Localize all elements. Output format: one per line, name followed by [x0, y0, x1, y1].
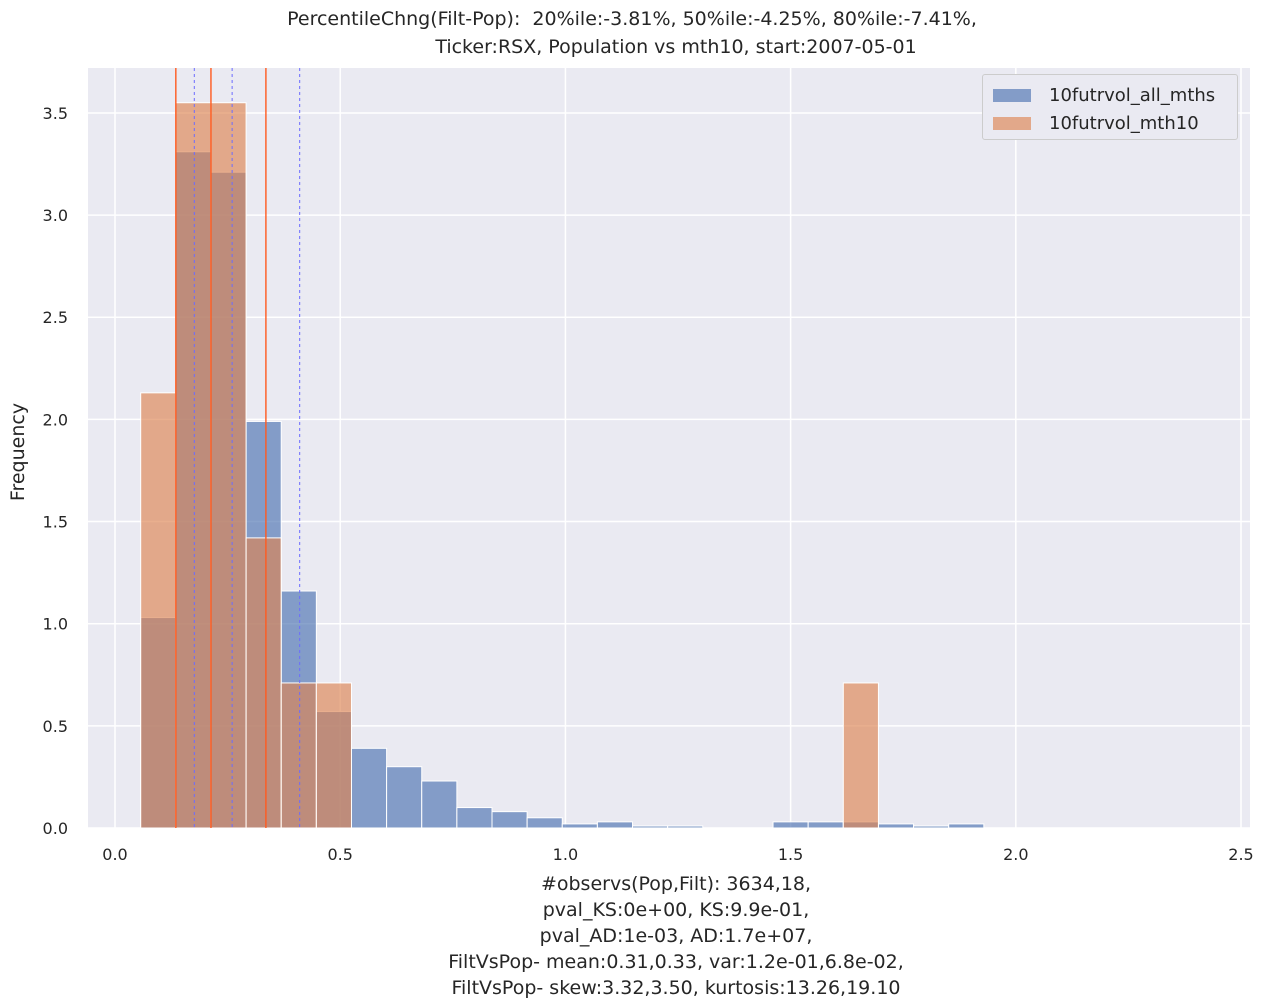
- bar-mth10: [245, 537, 282, 829]
- bar-all-mths: [386, 766, 423, 829]
- bar-all-mths: [350, 747, 388, 829]
- bar-all-mths: [948, 823, 985, 829]
- x-axis-label-line-4: FiltVsPop- mean:0.31,0.33, var:1.2e-01,6…: [448, 951, 904, 973]
- bar-all-mths: [877, 823, 915, 829]
- vlines-layer: [175, 68, 301, 828]
- y-tick-label: 1.0: [43, 615, 68, 634]
- x-axis-label-line-1: #observs(Pop,Filt): 3634,18,: [540, 873, 812, 895]
- bar-all-mths: [421, 780, 458, 829]
- x-tick-label: 0.5: [327, 845, 352, 864]
- y-tick-label: 2.5: [43, 308, 68, 327]
- bar-all-mths: [772, 821, 809, 829]
- bar-all-mths: [667, 825, 704, 829]
- x-axis-label-line-3: pval_AD:1e-03, AD:1.7e+07,: [539, 925, 813, 947]
- bar-all-mths: [913, 825, 950, 829]
- x-axis-label-line-5: FiltVsPop- skew:3.32,3.50, kurtosis:13.2…: [451, 977, 901, 999]
- bar-mth10: [175, 102, 212, 829]
- x-axis-label-line-2: pval_KS:0e+00, KS:9.9e-01,: [542, 899, 810, 921]
- bar-mth10: [315, 682, 352, 829]
- x-tick-label: 1.0: [553, 845, 578, 864]
- chart-title-line-2: Ticker:RSX, Population vs mth10, start:2…: [435, 36, 917, 58]
- y-tick-label: 1.5: [43, 513, 68, 532]
- bar-all-mths: [596, 821, 634, 829]
- ticks-layer: 0.0 0.5 1.0 1.5 2.0 2.5 0.0 0.5 1.0 1.5 2.0 2.5 3.0 3…: [43, 104, 1254, 864]
- legend-item-all-mths: 10futrvol_all_mths: [993, 83, 1215, 107]
- x-tick-label: 2.0: [1003, 845, 1028, 864]
- bar-mth10: [842, 682, 879, 829]
- x-tick-label: 1.5: [778, 845, 803, 864]
- bar-all-mths: [491, 811, 528, 829]
- bar-mth10: [280, 682, 317, 829]
- bars-layer: [140, 102, 985, 829]
- legend-label-all-mths: 10futrvol_all_mths: [1049, 84, 1216, 106]
- x-tick-label: 0.0: [102, 845, 127, 864]
- legend-label-mth10: 10futrvol_mth10: [1049, 112, 1199, 134]
- bar-all-mths: [561, 823, 598, 829]
- y-tick-label: 0.0: [43, 819, 68, 838]
- x-tick-label: 2.5: [1228, 845, 1253, 864]
- bar-mth10: [210, 102, 247, 829]
- y-tick-label: 0.5: [43, 717, 68, 736]
- y-tick-label: 2.0: [43, 410, 68, 429]
- legend: 10futrvol_all_mths 10futrvol_mth10: [982, 74, 1238, 140]
- legend-swatch-mth10: [993, 116, 1031, 130]
- bar-all-mths: [456, 807, 493, 829]
- y-tick-label: 3.5: [43, 104, 68, 123]
- y-tick-label: 3.0: [43, 206, 68, 225]
- bar-all-mths: [632, 825, 669, 829]
- bar-all-mths: [807, 821, 844, 829]
- legend-item-mth10: 10futrvol_mth10: [993, 111, 1199, 135]
- y-axis-label: Frequency: [7, 402, 29, 502]
- legend-swatch-all-mths: [993, 88, 1031, 102]
- chart-title-line-1: PercentileChng(Filt-Pop): 20%ile:-3.81%,…: [287, 8, 977, 30]
- bar-all-mths: [526, 817, 563, 829]
- bar-mth10: [140, 392, 177, 829]
